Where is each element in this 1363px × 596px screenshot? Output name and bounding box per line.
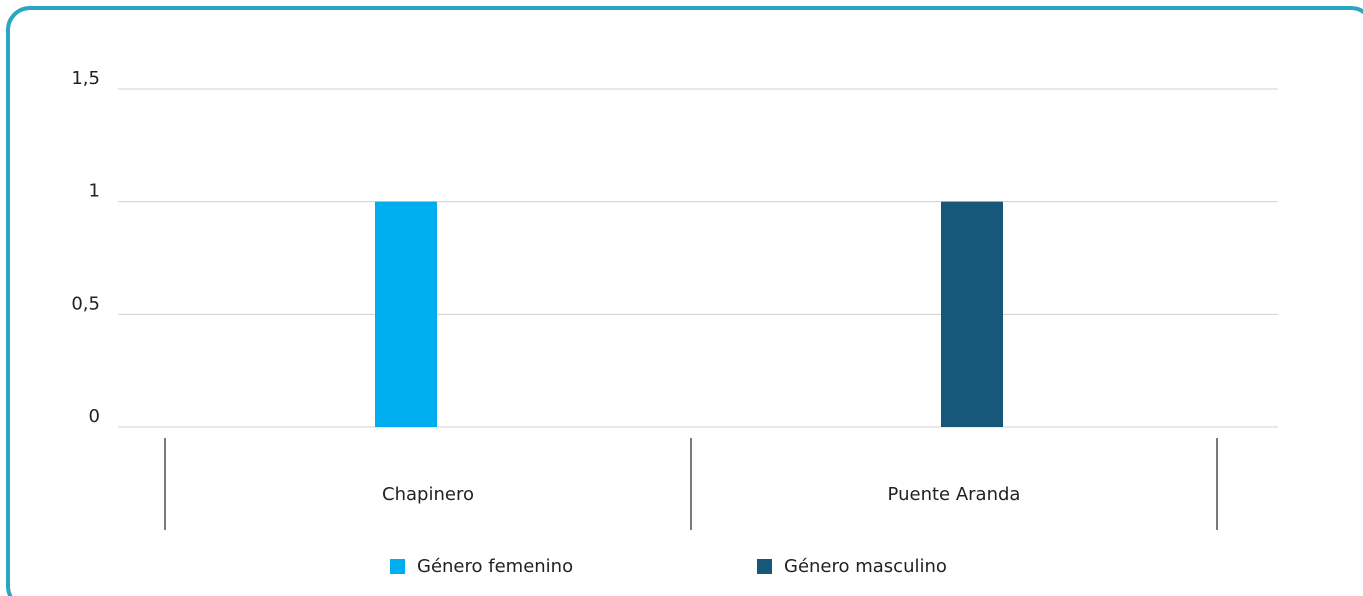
y-tick-label: 1: [89, 181, 100, 202]
y-tick-label: 0,5: [71, 293, 100, 314]
legend-label: Género masculino: [784, 556, 947, 577]
bar: [375, 201, 437, 427]
bar: [941, 201, 1003, 427]
y-tick-label: 1,5: [71, 68, 100, 89]
legend-label: Género femenino: [417, 556, 573, 577]
x-tick-label: Puente Aranda: [888, 484, 1021, 505]
legend-swatch: [757, 559, 772, 574]
legend-swatch: [390, 559, 405, 574]
x-tick-label: Chapinero: [382, 484, 474, 505]
frame: [6, 6, 1363, 596]
y-tick-label: 0: [89, 406, 100, 427]
